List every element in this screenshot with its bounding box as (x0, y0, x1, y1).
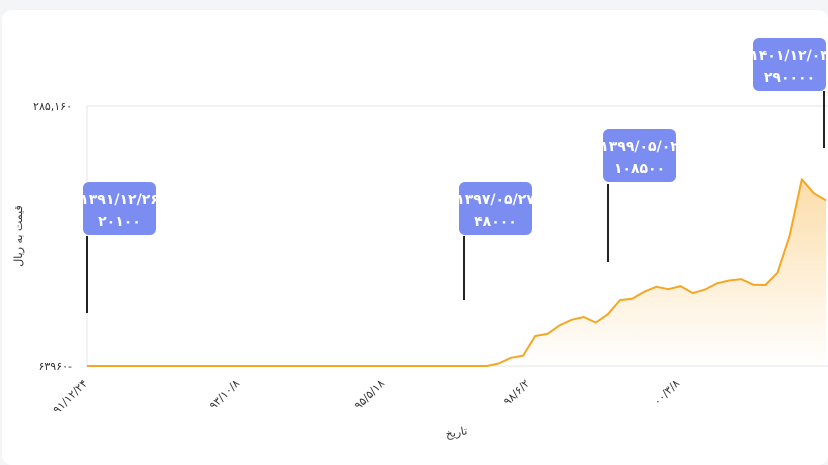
callout-1: ۱۳۹۱/۱۲/۲۶ ۲۰۱۰۰ (80, 182, 159, 313)
callout-2-box (459, 182, 532, 235)
callout-1-box (83, 182, 156, 235)
y-axis-title: قیمت به ریال (12, 205, 25, 266)
y-tick-top: ۲۸۵,۱۶۰ (33, 100, 72, 113)
callout-2: ۱۳۹۷/۰۵/۲۷ ۴۸۰۰۰ (456, 182, 535, 300)
y-tick-bottom: ۶۳۹۶۰- (38, 360, 72, 373)
x-tick-3: ۹۵/۵/۱۸ (352, 377, 387, 412)
callout-3-date: ۱۳۹۹/۰۵/۰۲ (600, 139, 679, 155)
callout-2-date: ۱۳۹۷/۰۵/۲۷ (456, 192, 535, 208)
price-line (87, 178, 827, 367)
callout-4-value: ۲۹۰۰۰۰ (764, 70, 815, 86)
x-tick-1: ۹۱/۱۲/۲۴ (51, 377, 91, 417)
chart-card (2, 10, 828, 465)
callout-3-box (603, 129, 676, 182)
callout-4: ۱۴۰۱/۱۲/۰۳ ۲۹۰۰۰۰ (750, 38, 828, 148)
x-axis-title: تاریخ (444, 424, 468, 441)
callout-1-date: ۱۳۹۱/۱۲/۲۶ (80, 192, 159, 208)
price-area (87, 179, 826, 366)
callout-4-box (753, 38, 826, 91)
callout-3: ۱۳۹۹/۰۵/۰۲ ۱۰۸۵۰۰ (600, 129, 679, 262)
callout-2-value: ۴۸۰۰۰ (474, 214, 517, 230)
x-tick-5: ۰۰/۳/۸ (651, 377, 682, 408)
x-tick-2: ۹۳/۱۰/۸ (207, 377, 242, 412)
callout-3-value: ۱۰۸۵۰۰ (614, 161, 665, 177)
callout-4-date: ۱۴۰۱/۱۲/۰۳ (750, 48, 828, 64)
x-tick-4: ۹۸/۶/۲ (501, 377, 532, 408)
callout-1-value: ۲۰۱۰۰ (98, 214, 141, 230)
